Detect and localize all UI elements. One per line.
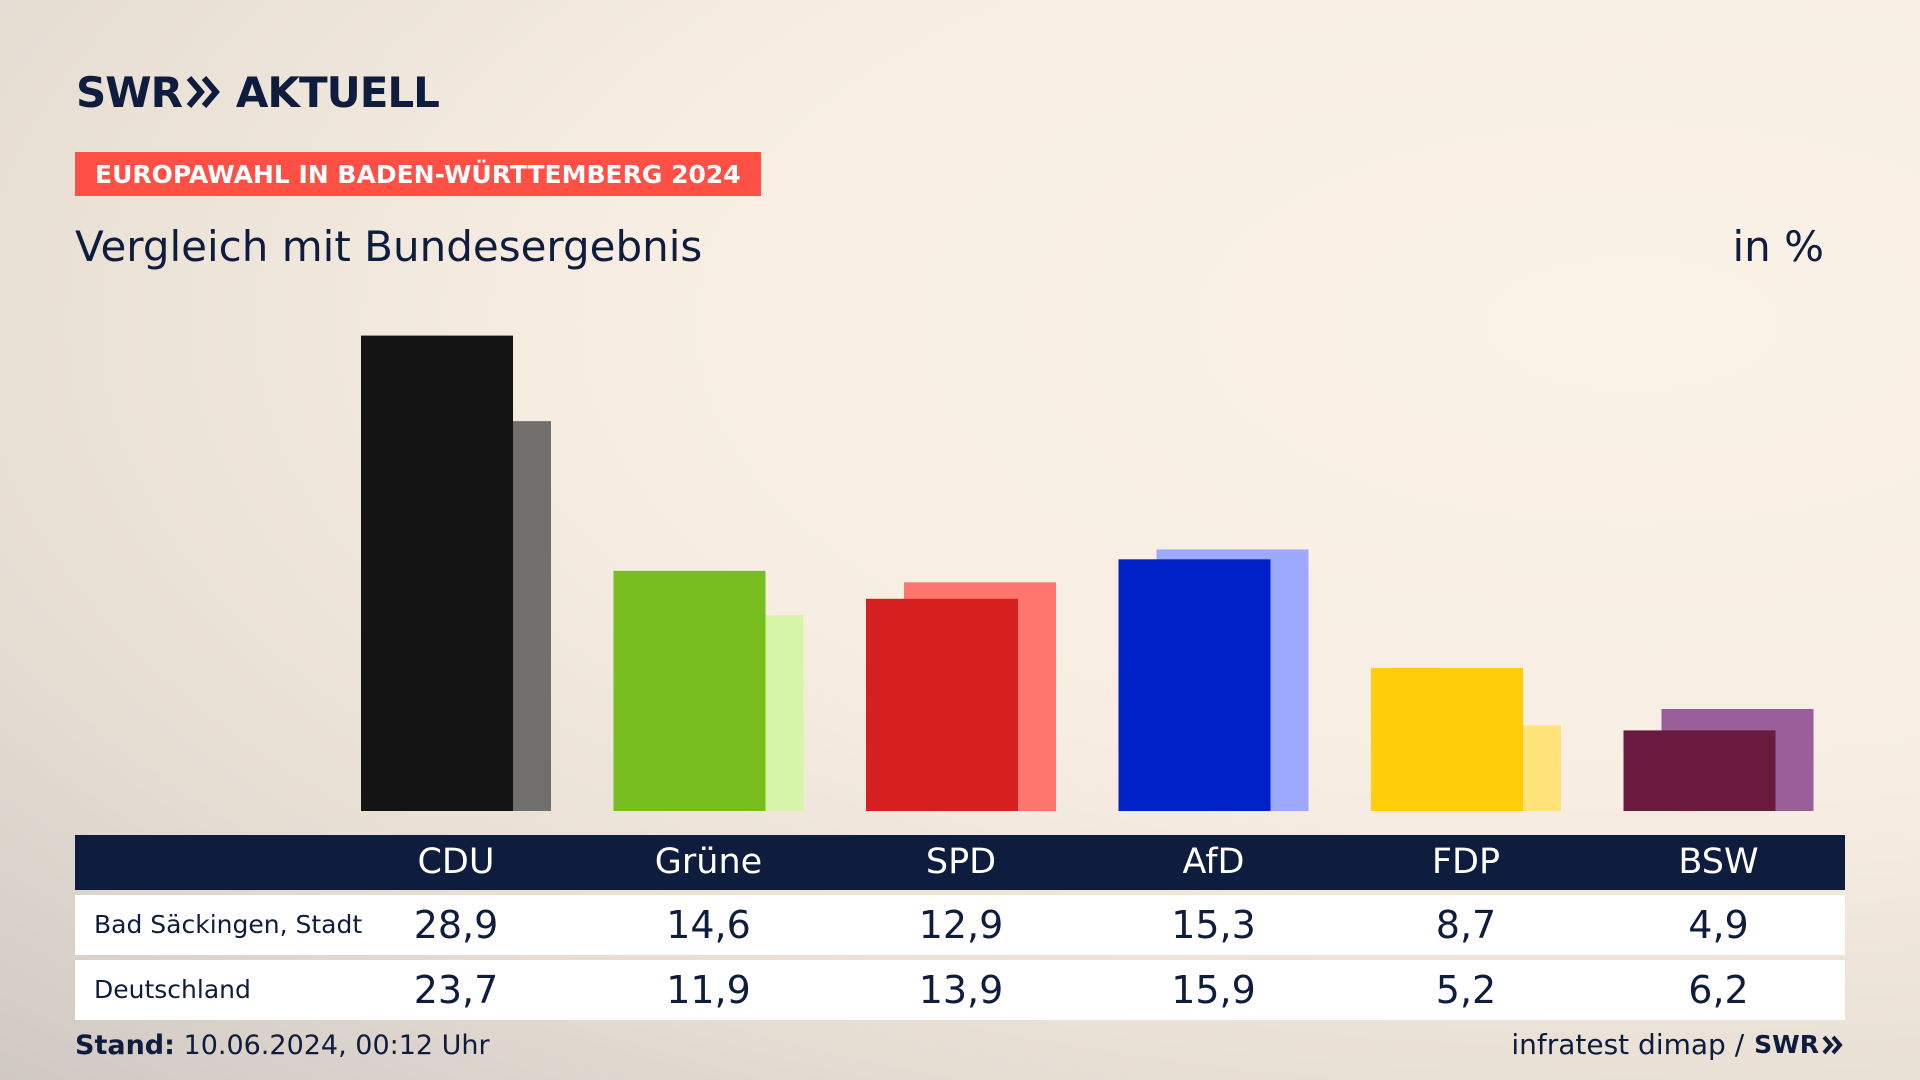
- cell-value-spd: 12,9: [918, 903, 1004, 947]
- logo-swr: SWR: [76, 67, 183, 117]
- table-header-row: CDU Grüne SPD AfD FDP BSW: [75, 835, 1845, 890]
- results-table: CDU Grüne SPD AfD FDP BSW Bad Säckingen, Stad…: [75, 835, 1845, 1020]
- stand-label: Stand:: [75, 1030, 175, 1061]
- column-header-bsw: BSW: [1678, 842, 1759, 882]
- logo-aktuell: AKTUELL: [235, 67, 440, 117]
- column-header-afd: AfD: [1182, 842, 1245, 882]
- cell-value-gruene: 14,6: [666, 903, 751, 947]
- cell-value-fdp: 8,7: [1435, 903, 1497, 947]
- unit-label: in %: [1732, 222, 1824, 271]
- cell-value-gruene: 11,9: [666, 968, 751, 1012]
- chart-subtitle: Vergleich mit Bundesergebnis: [75, 222, 703, 271]
- table-row: Bad Säckingen, Stadt 28,9 14,6 12,9 15,3 8,7 4…: [75, 895, 1845, 955]
- bar-chart: [361, 335, 1814, 811]
- cell-value-bsw: 4,9: [1688, 903, 1749, 947]
- swr-footer-logo: SWR: [1754, 1030, 1819, 1059]
- cell-value-afd: 15,3: [1171, 903, 1256, 947]
- cell-value-cdu: 23,7: [413, 968, 499, 1012]
- row-label: Deutschland: [94, 975, 251, 1004]
- cell-value-bsw: 6,2: [1688, 968, 1749, 1012]
- table-row: Deutschland 23,7 11,9 13,9 15,9 5,2 6,2: [75, 960, 1845, 1020]
- column-header-cdu: CDU: [417, 842, 495, 882]
- bar-fdp-bad-saeckingen: [1371, 667, 1523, 811]
- cell-value-fdp: 5,2: [1435, 968, 1497, 1012]
- row-label: Bad Säckingen, Stadt: [94, 910, 363, 939]
- stand-value: 10.06.2024, 00:12 Uhr: [183, 1030, 490, 1061]
- bar-bsw-bad-saeckingen: [1623, 730, 1776, 811]
- column-header-spd: SPD: [925, 842, 997, 882]
- source-text: infratest dimap /: [1511, 1028, 1745, 1061]
- timestamp: Stand: 10.06.2024, 00:12 Uhr: [75, 1030, 490, 1061]
- bar-cdu-bad-saeckingen: [361, 335, 513, 811]
- cell-value-afd: 15,9: [1171, 968, 1256, 1012]
- table-body: Bad Säckingen, Stadt 28,9 14,6 12,9 15,3 8,7 4…: [75, 895, 1845, 1020]
- bar-spd-bad-saeckingen: [866, 598, 1018, 811]
- double-chevron-icon: [186, 76, 220, 108]
- double-chevron-icon: [1822, 1035, 1843, 1054]
- cell-value-spd: 13,9: [918, 968, 1004, 1012]
- swr-aktuell-logo: SWR AKTUELL: [76, 67, 440, 117]
- cell-value-cdu: 28,9: [413, 903, 499, 947]
- bar-afd-bad-saeckingen: [1118, 559, 1271, 811]
- source-credit: infratest dimap / SWR: [1511, 1028, 1844, 1061]
- bar-gruene-bad-saeckingen: [613, 570, 766, 811]
- election-badge: EUROPAWAHL IN BADEN-WÜRTTEMBERG 2024: [75, 152, 761, 196]
- column-header-gruene: Grüne: [654, 842, 763, 882]
- column-header-fdp: FDP: [1431, 842, 1501, 882]
